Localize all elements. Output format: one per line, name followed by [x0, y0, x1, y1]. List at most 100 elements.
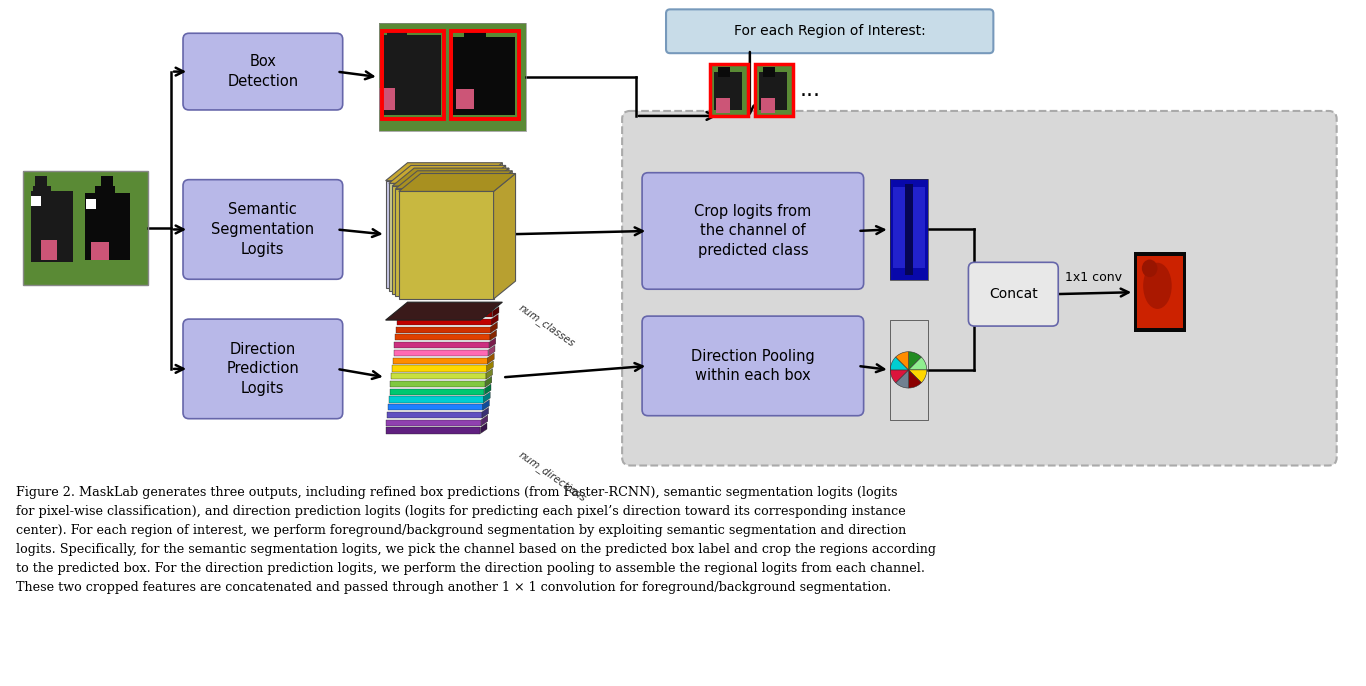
Bar — [762, 67, 775, 77]
Polygon shape — [389, 165, 505, 183]
Bar — [31, 196, 41, 206]
FancyBboxPatch shape — [642, 316, 863, 416]
Bar — [384, 35, 441, 115]
Bar — [755, 64, 792, 116]
FancyBboxPatch shape — [183, 180, 343, 279]
Polygon shape — [484, 392, 490, 403]
Polygon shape — [896, 370, 908, 388]
Bar — [385, 180, 481, 288]
Bar — [389, 397, 484, 403]
Bar — [23, 171, 148, 285]
Bar — [456, 89, 474, 109]
Text: These two cropped features are concatenated and passed through another 1 × 1 con: These two cropped features are concatena… — [16, 581, 892, 594]
Polygon shape — [490, 330, 497, 340]
Polygon shape — [396, 171, 512, 189]
Bar — [761, 98, 775, 113]
Bar — [889, 178, 928, 281]
FancyBboxPatch shape — [642, 173, 863, 289]
Text: Direction
Prediction
Logits: Direction Prediction Logits — [227, 342, 299, 397]
Bar — [464, 32, 486, 49]
Bar — [396, 327, 490, 333]
Bar — [389, 389, 485, 394]
Text: Figure 2. MaskLab generates three outputs, including refined box predictions (fr: Figure 2. MaskLab generates three output… — [16, 486, 897, 499]
Text: logits. Specifically, for the semantic segmentation logits, we pick the channel : logits. Specifically, for the semantic s… — [16, 543, 936, 556]
Bar — [904, 184, 912, 275]
Polygon shape — [908, 370, 922, 388]
Polygon shape — [492, 314, 499, 325]
Bar — [92, 242, 109, 260]
Ellipse shape — [1143, 263, 1172, 309]
Bar — [86, 198, 96, 209]
Text: Concat: Concat — [989, 287, 1038, 301]
Bar — [398, 311, 492, 317]
Bar — [393, 350, 489, 356]
Bar — [388, 404, 482, 410]
Bar — [714, 72, 742, 110]
Polygon shape — [385, 163, 503, 180]
Text: to the predicted box. For the direction prediction logits, we perform the direct: to the predicted box. For the direction … — [16, 562, 925, 575]
Bar — [23, 171, 148, 285]
Bar — [391, 373, 486, 379]
Polygon shape — [486, 361, 493, 372]
FancyBboxPatch shape — [667, 10, 993, 54]
Polygon shape — [493, 174, 515, 299]
Polygon shape — [482, 407, 489, 418]
Bar — [710, 64, 747, 116]
Polygon shape — [489, 346, 494, 356]
Polygon shape — [891, 370, 908, 383]
Text: 1x1 conv: 1x1 conv — [1064, 271, 1121, 284]
Bar — [385, 427, 481, 434]
Text: Semantic
Segmentation
Logits: Semantic Segmentation Logits — [212, 202, 314, 257]
Bar — [710, 64, 747, 116]
Polygon shape — [485, 377, 492, 387]
Ellipse shape — [1142, 259, 1157, 277]
Polygon shape — [481, 415, 488, 426]
Bar — [101, 176, 113, 191]
Bar — [452, 32, 519, 119]
Bar — [378, 23, 526, 131]
Text: center). For each region of interest, we perform foreground/background segmentat: center). For each region of interest, we… — [16, 524, 907, 537]
Bar — [378, 88, 395, 110]
Text: For each Region of Interest:: For each Region of Interest: — [734, 24, 926, 38]
Polygon shape — [399, 174, 515, 191]
Text: num_classes: num_classes — [516, 302, 576, 349]
Text: ...: ... — [799, 80, 820, 100]
Bar — [85, 193, 130, 260]
Polygon shape — [896, 352, 908, 370]
Polygon shape — [891, 357, 908, 370]
Bar — [396, 189, 490, 296]
Bar — [1137, 257, 1183, 328]
Polygon shape — [908, 352, 922, 370]
Bar — [96, 186, 115, 206]
FancyBboxPatch shape — [622, 111, 1337, 466]
Polygon shape — [490, 322, 497, 333]
Text: Box
Detection: Box Detection — [227, 54, 298, 89]
Bar — [395, 342, 489, 348]
Polygon shape — [490, 171, 512, 296]
Bar — [889, 320, 928, 420]
Polygon shape — [489, 338, 496, 348]
Bar — [716, 98, 729, 113]
Polygon shape — [908, 370, 926, 383]
Bar — [387, 412, 482, 418]
Polygon shape — [484, 165, 505, 291]
Bar — [33, 186, 52, 206]
Bar — [41, 240, 57, 260]
Bar — [759, 72, 787, 110]
Polygon shape — [481, 423, 488, 434]
Bar — [392, 186, 488, 294]
Text: num_directions: num_directions — [516, 449, 587, 504]
Polygon shape — [488, 353, 494, 364]
Bar — [892, 187, 925, 268]
Bar — [393, 357, 488, 364]
Bar — [36, 176, 48, 191]
Bar — [391, 381, 485, 387]
Polygon shape — [486, 368, 493, 379]
Text: Direction Pooling
within each box: Direction Pooling within each box — [691, 348, 814, 383]
Polygon shape — [488, 168, 510, 294]
Bar — [719, 67, 729, 77]
Bar — [889, 178, 928, 281]
Polygon shape — [392, 168, 510, 186]
FancyBboxPatch shape — [183, 319, 343, 418]
Bar — [378, 23, 526, 131]
